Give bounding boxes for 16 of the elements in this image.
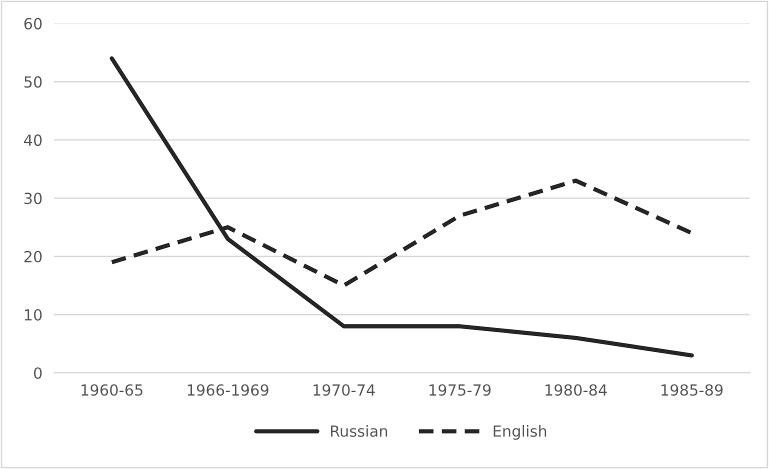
y-tick-label: 30 bbox=[24, 192, 42, 204]
y-tick-label: 40 bbox=[24, 134, 42, 146]
legend-label: English bbox=[494, 425, 546, 440]
x-tick-label: 1966-1969 bbox=[188, 384, 268, 396]
y-tick-label: 50 bbox=[24, 76, 42, 88]
y-tick-label: 10 bbox=[24, 309, 42, 321]
x-tick-label: 1980-84 bbox=[546, 384, 607, 396]
x-tick-label: 1970-74 bbox=[314, 384, 375, 396]
y-tick-label: 20 bbox=[24, 250, 42, 262]
x-tick-label: 1975-79 bbox=[430, 384, 491, 396]
x-tick-label: 1960-65 bbox=[82, 384, 142, 396]
y-tick-label: 60 bbox=[24, 18, 42, 30]
legend-label: Russian bbox=[331, 425, 388, 437]
x-tick-label: 1985-89 bbox=[662, 384, 723, 396]
line-series bbox=[110, 56, 694, 358]
y-tick-label: 0 bbox=[34, 367, 42, 379]
